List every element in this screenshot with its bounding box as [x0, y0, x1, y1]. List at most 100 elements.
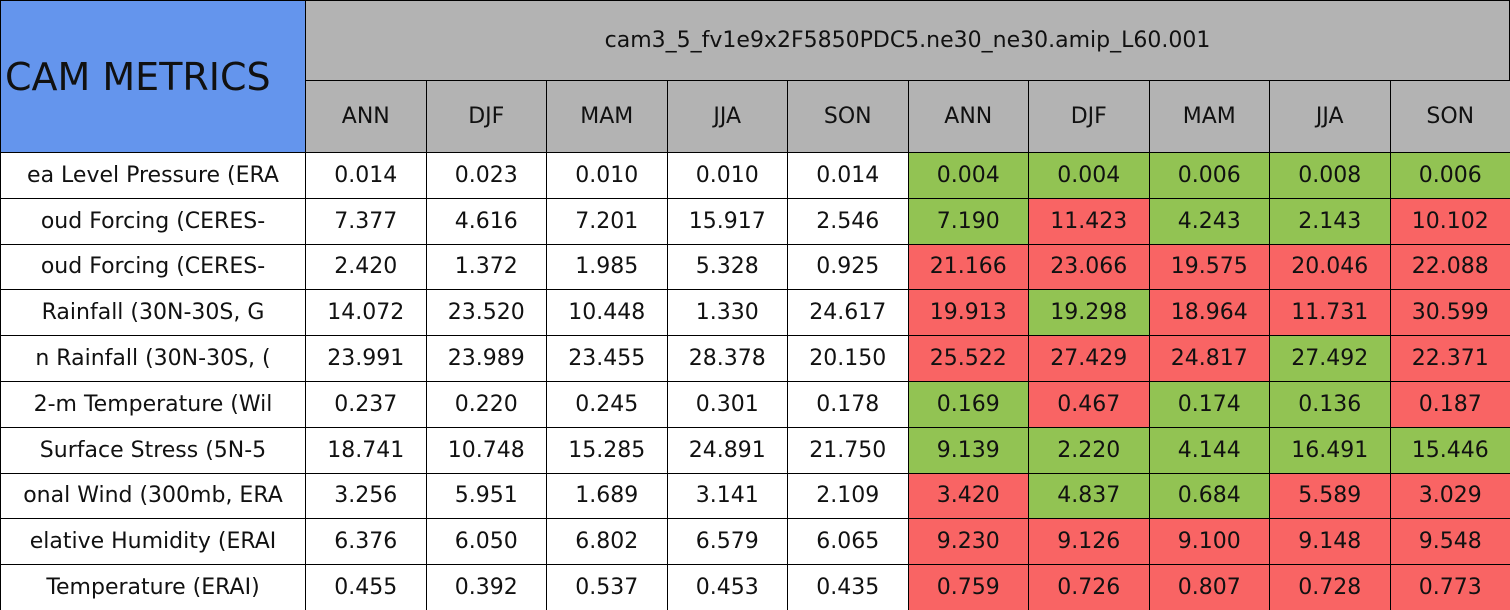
column-header: SON: [787, 80, 909, 153]
value-cell: 4.616: [425, 197, 547, 245]
value-cell: 9.148: [1269, 518, 1391, 566]
value-cell: 0.178: [787, 381, 909, 428]
value-cell: 0.453: [666, 564, 788, 610]
value-cell: 0.220: [425, 381, 547, 428]
value-cell: 6.050: [425, 518, 547, 566]
value-cell: 7.190: [907, 197, 1029, 245]
value-cell: 6.802: [546, 518, 668, 566]
row-label: elative Humidity (ERAI: [0, 518, 306, 566]
column-header: SON: [1389, 80, 1510, 153]
value-cell: 27.429: [1028, 335, 1150, 382]
value-cell: 0.455: [305, 564, 427, 610]
column-header: ANN: [305, 80, 427, 153]
value-cell: 22.088: [1389, 243, 1510, 291]
value-cell: 0.174: [1148, 381, 1270, 428]
value-cell: 30.599: [1389, 289, 1510, 337]
value-cell: 0.759: [907, 564, 1029, 610]
value-cell: 6.065: [787, 518, 909, 566]
value-cell: 0.807: [1148, 564, 1270, 610]
value-cell: 5.951: [425, 472, 547, 520]
value-cell: 14.072: [305, 289, 427, 337]
value-cell: 5.589: [1269, 472, 1391, 520]
value-cell: 4.837: [1028, 472, 1150, 520]
value-cell: 0.014: [305, 152, 427, 199]
value-cell: 2.546: [787, 197, 909, 245]
value-cell: 24.891: [666, 426, 788, 474]
row-label: Surface Stress (5N-5: [0, 426, 306, 474]
value-cell: 16.491: [1269, 426, 1391, 474]
value-cell: 21.750: [787, 426, 909, 474]
row-label: 2-m Temperature (Wil: [0, 381, 306, 428]
value-cell: 1.985: [546, 243, 668, 291]
value-cell: 0.925: [787, 243, 909, 291]
value-cell: 27.492: [1269, 335, 1391, 382]
column-header: MAM: [1148, 80, 1270, 153]
value-cell: 18.741: [305, 426, 427, 474]
value-cell: 0.006: [1148, 152, 1270, 199]
value-cell: 25.522: [907, 335, 1029, 382]
value-cell: 0.728: [1269, 564, 1391, 610]
value-cell: 10.448: [546, 289, 668, 337]
value-cell: 20.150: [787, 335, 909, 382]
value-cell: 5.328: [666, 243, 788, 291]
value-cell: 6.376: [305, 518, 427, 566]
value-cell: 23.520: [425, 289, 547, 337]
row-label: Rainfall (30N-30S, G: [0, 289, 306, 337]
value-cell: 2.109: [787, 472, 909, 520]
value-cell: 0.010: [666, 152, 788, 199]
value-cell: 21.166: [907, 243, 1029, 291]
value-cell: 2.220: [1028, 426, 1150, 474]
value-cell: 28.378: [666, 335, 788, 382]
row-label: n Rainfall (30N-30S, (: [0, 335, 306, 382]
value-cell: 0.301: [666, 381, 788, 428]
value-cell: 0.187: [1389, 381, 1510, 428]
value-cell: 6.579: [666, 518, 788, 566]
value-cell: 24.817: [1148, 335, 1270, 382]
value-cell: 2.143: [1269, 197, 1391, 245]
value-cell: 0.726: [1028, 564, 1150, 610]
value-cell: 11.423: [1028, 197, 1150, 245]
value-cell: 23.991: [305, 335, 427, 382]
value-cell: 15.446: [1389, 426, 1510, 474]
column-header: DJF: [1028, 80, 1150, 153]
value-cell: 0.245: [546, 381, 668, 428]
value-cell: 24.617: [787, 289, 909, 337]
row-label: ea Level Pressure (ERA: [0, 152, 306, 199]
value-cell: 19.298: [1028, 289, 1150, 337]
value-cell: 9.548: [1389, 518, 1510, 566]
value-cell: 3.029: [1389, 472, 1510, 520]
value-cell: 11.731: [1269, 289, 1391, 337]
group-header: cam3_5_fv1e9x2F5850PDC5.ne30_ne30.amip_L…: [305, 0, 1510, 81]
column-header: ANN: [907, 80, 1029, 153]
value-cell: 9.126: [1028, 518, 1150, 566]
value-cell: 0.237: [305, 381, 427, 428]
value-cell: 0.136: [1269, 381, 1391, 428]
value-cell: 4.144: [1148, 426, 1270, 474]
value-cell: 23.989: [425, 335, 547, 382]
title-cell: CAM METRICS: [0, 0, 306, 153]
value-cell: 2.420: [305, 243, 427, 291]
value-cell: 0.392: [425, 564, 547, 610]
value-cell: 9.100: [1148, 518, 1270, 566]
value-cell: 0.684: [1148, 472, 1270, 520]
column-header: MAM: [546, 80, 668, 153]
value-cell: 0.006: [1389, 152, 1510, 199]
value-cell: 7.377: [305, 197, 427, 245]
value-cell: 10.102: [1389, 197, 1510, 245]
value-cell: 0.467: [1028, 381, 1150, 428]
value-cell: 9.139: [907, 426, 1029, 474]
row-label: Temperature (ERAI): [0, 564, 306, 610]
value-cell: 19.913: [907, 289, 1029, 337]
value-cell: 7.201: [546, 197, 668, 245]
value-cell: 15.285: [546, 426, 668, 474]
value-cell: 1.689: [546, 472, 668, 520]
column-header: JJA: [666, 80, 788, 153]
value-cell: 3.256: [305, 472, 427, 520]
value-cell: 0.004: [907, 152, 1029, 199]
value-cell: 0.773: [1389, 564, 1510, 610]
row-label: onal Wind (300mb, ERA: [0, 472, 306, 520]
value-cell: 0.169: [907, 381, 1029, 428]
row-label: oud Forcing (CERES-: [0, 243, 306, 291]
column-header: JJA: [1269, 80, 1391, 153]
